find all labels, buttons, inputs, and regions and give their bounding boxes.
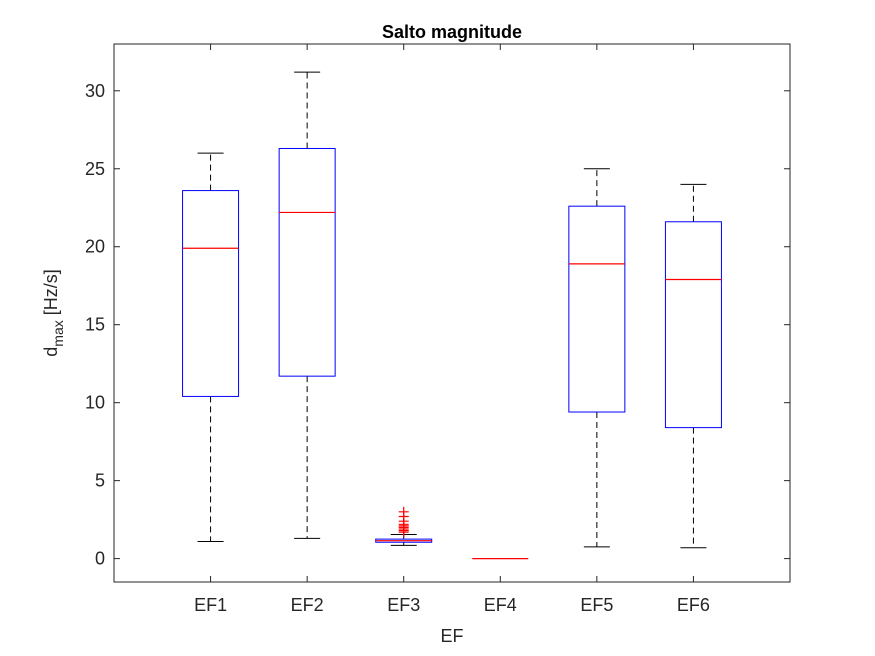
iqr-box: [278, 147, 336, 377]
box-group-ef3: [375, 506, 433, 546]
x-axis-label: EF: [440, 626, 463, 646]
box-group-ef5: [568, 168, 626, 548]
y-axis-label-unit: [Hz/s]: [41, 269, 61, 315]
y-axis-label-sub: max: [50, 320, 66, 346]
y-tick-label: 20: [85, 237, 105, 257]
box-group-ef1: [182, 152, 240, 542]
y-tick-label: 25: [85, 159, 105, 179]
y-axis: 0 5 10 15 20 25 30: [85, 81, 790, 569]
x-tick-label: EF4: [484, 595, 517, 615]
x-tick-label: EF6: [677, 595, 710, 615]
outlier-marker: [398, 506, 409, 517]
y-axis-label-main: d: [41, 347, 61, 357]
plot-area: [113, 43, 791, 583]
x-tick-label: EF3: [387, 595, 420, 615]
box-group-ef6: [664, 183, 722, 549]
x-axis: EF1 EF2 EF3 EF4 EF5 EF6: [194, 44, 710, 615]
x-tick-label: EF1: [194, 595, 227, 615]
y-tick-label: 30: [85, 81, 105, 101]
y-tick-label: 15: [85, 315, 105, 335]
y-tick-label: 0: [95, 549, 105, 569]
y-tick-label: 10: [85, 393, 105, 413]
x-tick-label: EF2: [291, 595, 324, 615]
iqr-box: [568, 205, 626, 413]
y-axis-label: dmax [Hz/s]: [41, 269, 66, 356]
iqr-box: [664, 221, 722, 429]
box-group-ef2: [278, 71, 336, 539]
chart-title: Salto magnitude: [382, 22, 522, 42]
iqr-box: [182, 190, 240, 397]
x-tick-label: EF5: [580, 595, 613, 615]
box-plots: [182, 71, 722, 560]
y-tick-label: 5: [95, 471, 105, 491]
